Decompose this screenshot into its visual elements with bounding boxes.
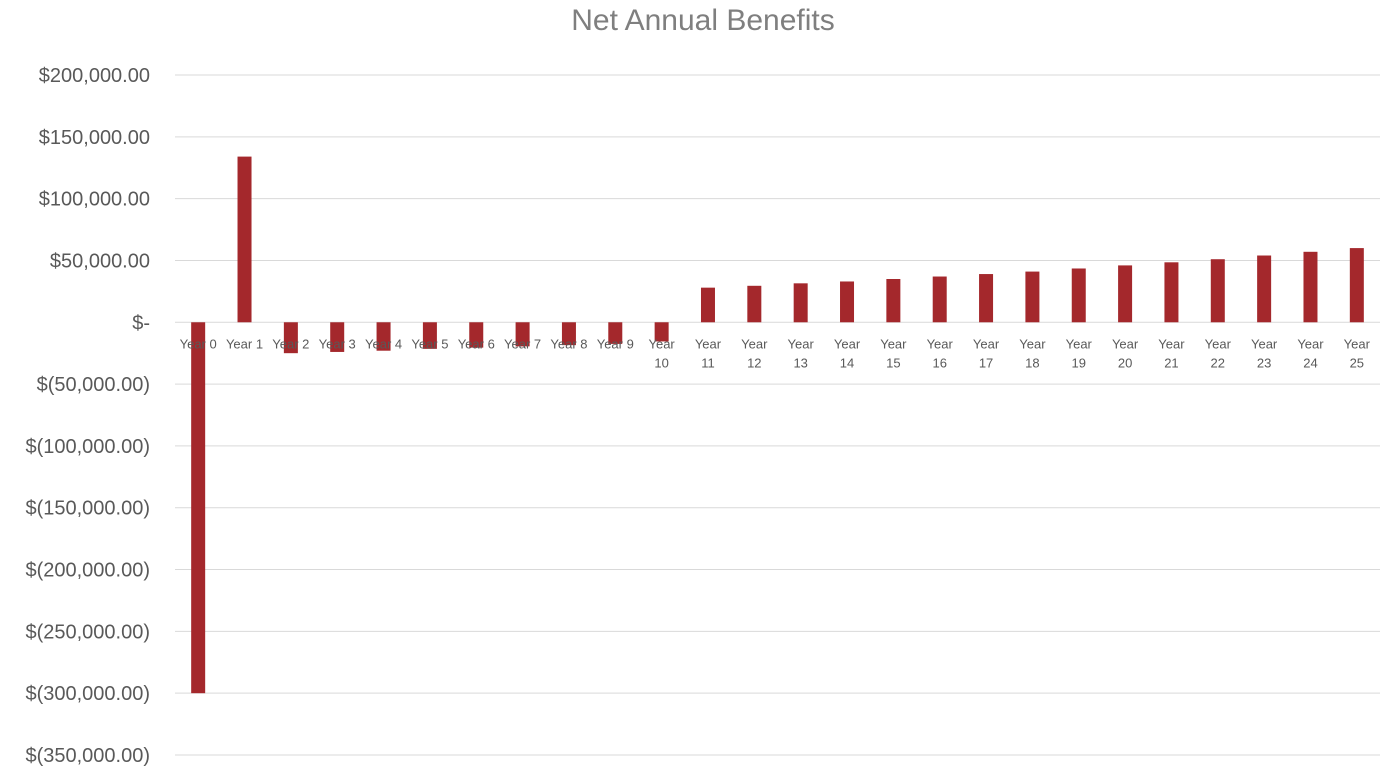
bar [1025,271,1040,323]
y-axis-tick-labels: $200,000.00 $150,000.00 $100,000.00 $50,000… [25,65,150,767]
x-tick-label: Year 25 [1344,336,1371,370]
bar [886,279,901,323]
bar [561,322,576,346]
x-tick-label: Year 8 [550,336,587,351]
x-tick-label: Year 10 [648,336,675,370]
x-tick-label: Year 9 [597,336,634,351]
y-tick-label: $(300,000.00) [25,683,150,705]
bar [191,322,206,694]
y-tick-label: $(250,000.00) [25,621,150,643]
x-tick-label: Year 6 [458,336,495,351]
bar [422,322,437,349]
x-tick-label: Year 0 [180,336,217,351]
y-tick-label: $(100,000.00) [25,436,150,458]
bar [1071,268,1086,323]
chart-title: Net Annual Benefits [571,4,835,37]
x-tick-label: Year 2 [272,336,309,351]
x-tick-label: Year 7 [504,336,541,351]
bar [700,287,715,323]
bar [469,322,484,348]
x-axis-tick-labels: Year 0 Year 1 Year 2 Year 3 Year 4 Year 5 Year… [180,336,1371,370]
x-tick-label: Year 13 [788,336,815,370]
y-tick-label: $100,000.00 [39,189,150,211]
x-tick-label: Year 4 [365,336,402,351]
bar [1210,259,1225,323]
y-tick-label: $(50,000.00) [37,374,150,396]
x-tick-label: Year 11 [695,336,722,370]
x-tick-label: Year 1 [226,336,263,351]
y-tick-label: $150,000.00 [39,127,150,149]
bar [747,285,762,323]
bar [283,322,298,354]
y-tick-label: $(350,000.00) [25,745,150,767]
bar [1349,248,1364,323]
y-tick-label: $- [132,312,150,334]
x-tick-label: Year 5 [411,336,448,351]
x-tick-label: Year 16 [927,336,954,370]
x-tick-label: Year 18 [1019,336,1046,370]
x-tick-label: Year 15 [880,336,907,370]
y-tick-label: $(200,000.00) [25,560,150,582]
bar [330,322,345,352]
bar [793,283,808,323]
x-tick-label: Year 20 [1112,336,1139,370]
x-tick-label: Year 23 [1251,336,1278,370]
bar [1303,251,1318,323]
x-tick-label: Year 14 [834,336,861,370]
bar [1164,262,1179,323]
bar [979,274,994,323]
y-tick-label: $200,000.00 [39,65,150,87]
bar [840,281,855,323]
bar [376,322,391,351]
bar [1118,265,1133,323]
bar [932,276,947,323]
x-tick-label: Year 19 [1066,336,1093,370]
bar [515,322,530,347]
bar [654,322,669,342]
bar [237,156,252,323]
bar [1257,255,1272,323]
x-tick-label: Year 12 [741,336,768,370]
y-tick-label: $50,000.00 [50,250,150,272]
bar [608,322,623,344]
x-tick-label: Year 17 [973,336,1000,370]
x-tick-label: Year 3 [319,336,356,351]
x-tick-label: Year 21 [1158,336,1185,370]
x-tick-label: Year 22 [1205,336,1232,370]
x-tick-label: Year 24 [1297,336,1324,370]
gridlines [175,74,1380,756]
y-tick-label: $(150,000.00) [25,498,150,520]
bars [191,156,1364,694]
